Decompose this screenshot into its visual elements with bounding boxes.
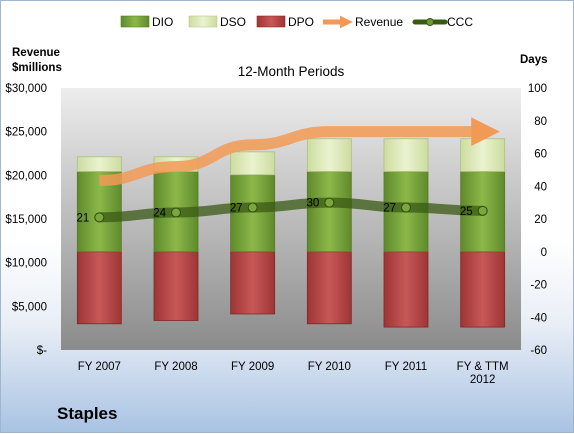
ccc-point — [477, 205, 488, 216]
left-axis-tick-label: $5,000 — [12, 301, 47, 313]
legend-swatch-ccc-marker — [426, 18, 434, 26]
left-axis-title-line1: Revenue — [12, 47, 60, 59]
right-axis-tick-label: 0 — [541, 247, 547, 259]
legend-swatch-dso — [188, 15, 218, 28]
ccc-point — [401, 202, 411, 213]
legend-label-dio: DIO — [152, 15, 173, 29]
left-axis-title-line2: $millions — [12, 62, 62, 74]
legend-label-dso: DSO — [220, 15, 246, 29]
bar-dpo — [383, 251, 429, 328]
revenue-line — [99, 117, 500, 187]
bar-dso — [230, 151, 276, 176]
right-axis-tick-label: -60 — [530, 345, 547, 357]
right-axis-tick-label: 80 — [534, 116, 547, 128]
legend-label-revenue: Revenue — [355, 15, 403, 29]
bar-dio — [306, 171, 352, 253]
legend: DIO DSO DPO Revenue CCC — [120, 15, 473, 29]
ccc-data-label: 25 — [460, 206, 473, 218]
right-axis-tick-label: 40 — [534, 181, 547, 193]
bar-dso — [76, 156, 122, 172]
right-axis-title: Days — [520, 54, 548, 66]
legend-label-dpo: DPO — [288, 15, 314, 29]
ccc-data-label: 30 — [307, 198, 320, 210]
left-axis-tick-label: $25,000 — [5, 127, 47, 139]
ccc-data-label: 27 — [230, 203, 243, 215]
category-axis-labels: FY 2007 FY 2008 FY 2009 FY 2010 FY 2011 FY & … — [78, 361, 509, 386]
right-axis-ticks: -60 -40 -20 0 20 40 60 80 100 — [528, 83, 547, 357]
bar-series — [76, 138, 506, 328]
category-label: FY 2008 — [154, 361, 197, 373]
legend-label-ccc: CCC — [447, 15, 473, 29]
category-label: FY 2010 — [308, 361, 351, 373]
ccc-point — [324, 197, 335, 208]
bar-dpo — [76, 251, 122, 325]
left-axis-tick-label: $- — [37, 345, 47, 357]
revenue-series — [99, 117, 500, 187]
left-axis-tick-label: $20,000 — [5, 170, 47, 182]
ccc-point — [171, 207, 181, 218]
category-label: 2012 — [470, 374, 496, 386]
bar-dpo — [460, 251, 506, 328]
ccc-data-label: 21 — [77, 212, 90, 224]
right-axis-tick-label: 100 — [528, 83, 547, 95]
legend-swatch-dio — [120, 15, 150, 28]
bar-dso — [383, 138, 429, 172]
ccc-data-label: 24 — [153, 207, 166, 219]
category-label: FY 2007 — [78, 361, 121, 373]
category-label: FY & TTM — [457, 361, 509, 373]
bar-dpo — [153, 251, 199, 321]
category-label: FY 2009 — [231, 361, 274, 373]
company-name: Staples — [57, 404, 118, 423]
ccc-point — [247, 202, 258, 213]
bar-dso — [460, 138, 506, 172]
bar-dso — [306, 138, 352, 172]
left-axis-tick-label: $10,000 — [5, 258, 47, 270]
bar-dpo — [306, 251, 352, 325]
left-axis-ticks: $- $5,000 $10,000 $15,000 $20,000 $25,000 $30,… — [5, 83, 47, 357]
right-axis-tick-label: -40 — [530, 312, 547, 324]
left-axis-tick-label: $30,000 — [5, 83, 47, 95]
right-axis-tick-label: 20 — [534, 214, 547, 226]
right-axis-tick-label: -20 — [530, 280, 547, 292]
ccc-data-label: 27 — [383, 203, 396, 215]
ccc-series: 21 24 27 30 27 25 — [77, 197, 488, 224]
legend-swatch-dpo — [256, 15, 286, 28]
right-axis-tick-label: 60 — [534, 149, 547, 161]
bar-dpo — [230, 251, 276, 315]
left-axis-tick-label: $15,000 — [5, 214, 47, 226]
chart-title: 12-Month Periods — [238, 64, 345, 79]
category-label: FY 2011 — [385, 361, 427, 373]
ccc-point — [94, 212, 105, 223]
